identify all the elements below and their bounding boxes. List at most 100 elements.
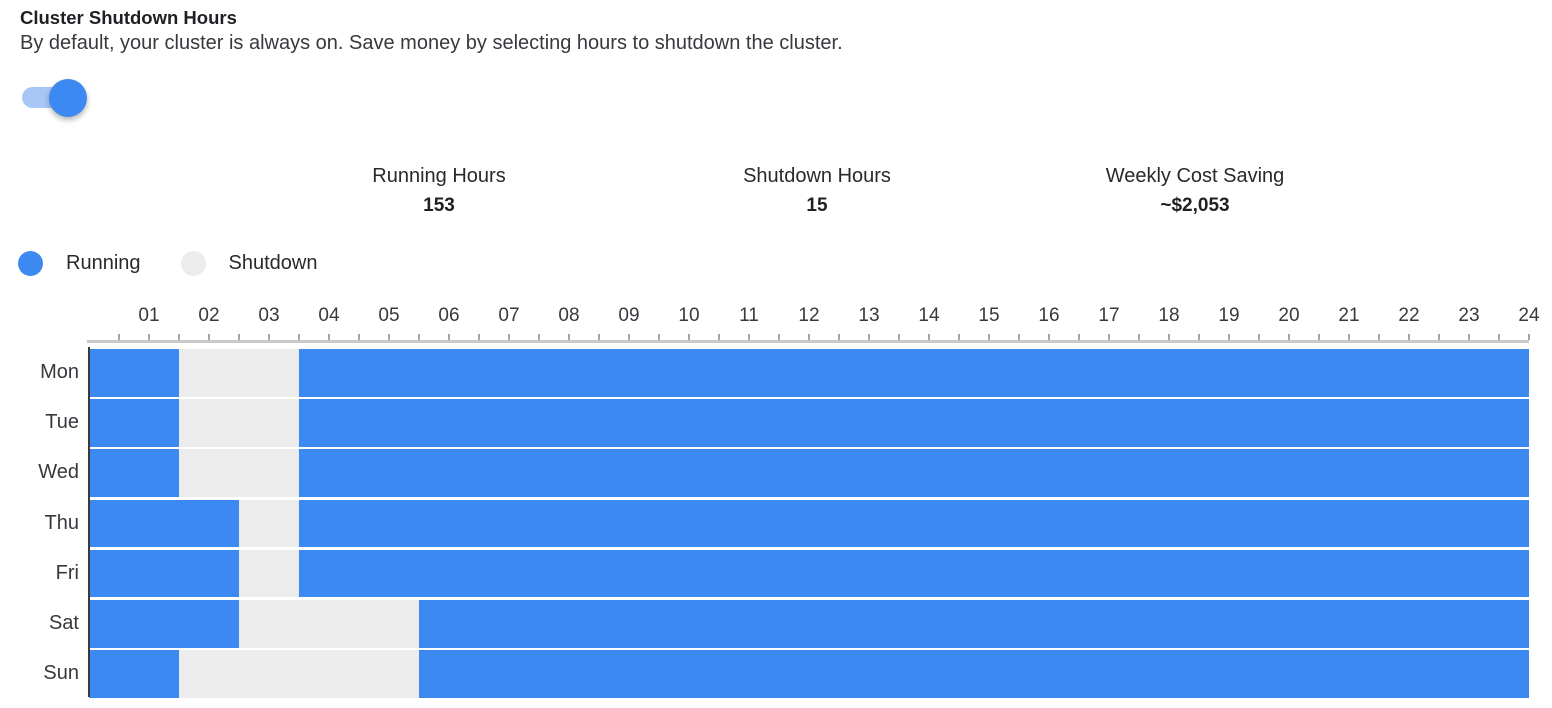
axis-tick xyxy=(1078,334,1080,340)
axis-tick xyxy=(1348,334,1350,340)
axis-tick xyxy=(1228,334,1230,340)
hour-label-12: 12 xyxy=(798,305,820,326)
axis-tick xyxy=(538,334,540,340)
axis-tick xyxy=(1288,334,1290,340)
axis-tick xyxy=(988,334,990,340)
hour-label-17: 17 xyxy=(1098,305,1120,326)
axis-tick xyxy=(148,334,150,340)
hour-label-01: 01 xyxy=(138,305,160,326)
segment-sat-running-5.5h-24h[interactable] xyxy=(419,600,1529,648)
day-label-wed: Wed xyxy=(38,461,79,484)
segment-wed-running-0h-1.5h[interactable] xyxy=(89,449,179,497)
day-label-mon: Mon xyxy=(40,361,79,383)
segment-thu-running-3.5h-24h[interactable] xyxy=(299,499,1529,548)
axis-tick xyxy=(478,334,480,340)
legend: Running Shutdown xyxy=(18,250,317,276)
stat-value: 15 xyxy=(806,195,828,216)
legend-shutdown-dot-icon xyxy=(180,250,206,276)
page-title: Cluster Shutdown Hours xyxy=(20,7,237,28)
axis-tick xyxy=(838,334,840,340)
cluster-shutdown-toggle[interactable] xyxy=(22,79,88,117)
hour-label-21: 21 xyxy=(1338,305,1360,326)
axis-tick xyxy=(1258,334,1260,340)
y-axis-line xyxy=(88,347,90,697)
axis-tick xyxy=(358,334,360,340)
segment-sun-running-0h-1.5h[interactable] xyxy=(89,650,179,698)
legend-running-label: Running xyxy=(66,251,141,274)
segment-thu-shutdown-2.5h-3.5h[interactable] xyxy=(239,499,299,548)
segment-mon-running-0h-1.5h[interactable] xyxy=(89,349,179,397)
hour-label-04: 04 xyxy=(318,305,340,326)
axis-tick xyxy=(328,334,330,340)
segment-wed-running-3.5h-24h[interactable] xyxy=(299,449,1529,497)
segment-tue-running-3.5h-24h[interactable] xyxy=(299,399,1529,447)
hour-label-06: 06 xyxy=(438,305,460,326)
axis-tick xyxy=(418,334,420,340)
segment-wed-shutdown-1.5h-3.5h[interactable] xyxy=(179,449,299,497)
axis-tick xyxy=(568,334,570,340)
legend-running-dot-icon xyxy=(18,250,43,276)
hour-label-24: 24 xyxy=(1518,305,1540,326)
axis-tick xyxy=(1168,334,1170,340)
stat-label: Shutdown Hours xyxy=(743,165,891,187)
axis-tick xyxy=(1468,334,1470,340)
axis-tick xyxy=(1528,334,1530,340)
axis-tick xyxy=(898,334,900,340)
segment-mon-running-3.5h-24h[interactable] xyxy=(299,349,1529,397)
axis-tick xyxy=(208,334,210,340)
axis-tick xyxy=(1048,334,1050,340)
hour-label-14: 14 xyxy=(918,305,940,326)
segment-sun-running-5.5h-24h[interactable] xyxy=(419,650,1529,698)
hour-label-03: 03 xyxy=(258,305,280,326)
axis-tick xyxy=(448,334,450,340)
segment-sat-running-0h-2.5h[interactable] xyxy=(89,600,239,648)
axis-tick xyxy=(628,334,630,340)
segment-tue-running-0h-1.5h[interactable] xyxy=(89,399,179,447)
segment-fri-shutdown-2.5h-3.5h[interactable] xyxy=(239,549,299,598)
day-label-fri: Fri xyxy=(55,561,79,584)
stat-running-hours: Running Hours 153 xyxy=(250,163,628,218)
segment-tue-shutdown-1.5h-3.5h[interactable] xyxy=(179,399,299,447)
hour-label-18: 18 xyxy=(1158,305,1180,326)
axis-tick xyxy=(1108,334,1110,340)
axis-tick xyxy=(748,334,750,340)
stat-label: Weekly Cost Saving xyxy=(1105,165,1285,187)
axis-tick xyxy=(598,334,600,340)
axis-tick xyxy=(298,334,300,340)
axis-tick xyxy=(388,334,390,340)
axis-tick xyxy=(178,334,180,340)
axis-tick xyxy=(778,334,780,340)
hour-label-13: 13 xyxy=(858,305,880,326)
axis-tick xyxy=(688,334,690,340)
hour-label-19: 19 xyxy=(1218,305,1240,326)
day-label-tue: Tue xyxy=(45,411,79,434)
axis-tick xyxy=(1018,334,1020,340)
stat-value: 153 xyxy=(423,195,455,216)
hour-label-20: 20 xyxy=(1278,305,1300,326)
axis-tick xyxy=(1138,334,1140,340)
legend-shutdown-label: Shutdown xyxy=(228,251,318,274)
day-label-sun: Sun xyxy=(43,662,79,685)
hour-label-05: 05 xyxy=(378,305,400,326)
axis-tick xyxy=(1318,334,1320,340)
hour-label-02: 02 xyxy=(198,305,220,326)
segment-sat-shutdown-2.5h-5.5h[interactable] xyxy=(239,600,419,648)
hour-label-23: 23 xyxy=(1458,305,1480,326)
segment-fri-running-0h-2.5h[interactable] xyxy=(89,549,239,598)
axis-tick xyxy=(718,334,720,340)
axis-tick xyxy=(958,334,960,340)
segment-fri-running-3.5h-24h[interactable] xyxy=(299,549,1529,598)
page-subtitle: By default, your cluster is always on. S… xyxy=(20,32,843,54)
segment-mon-shutdown-1.5h-3.5h[interactable] xyxy=(179,349,299,397)
axis-tick xyxy=(508,334,510,340)
day-label-sat: Sat xyxy=(48,612,79,634)
axis-tick xyxy=(1438,334,1440,340)
segment-sun-shutdown-1.5h-5.5h[interactable] xyxy=(179,650,419,698)
segment-thu-running-0h-2.5h[interactable] xyxy=(89,499,239,548)
x-axis-line xyxy=(87,340,1529,343)
hour-label-07: 07 xyxy=(498,305,520,326)
axis-tick xyxy=(1198,334,1200,340)
stats-row: Running Hours 153 Shutdown Hours 15 Week… xyxy=(250,163,1384,218)
hour-label-22: 22 xyxy=(1398,305,1420,326)
